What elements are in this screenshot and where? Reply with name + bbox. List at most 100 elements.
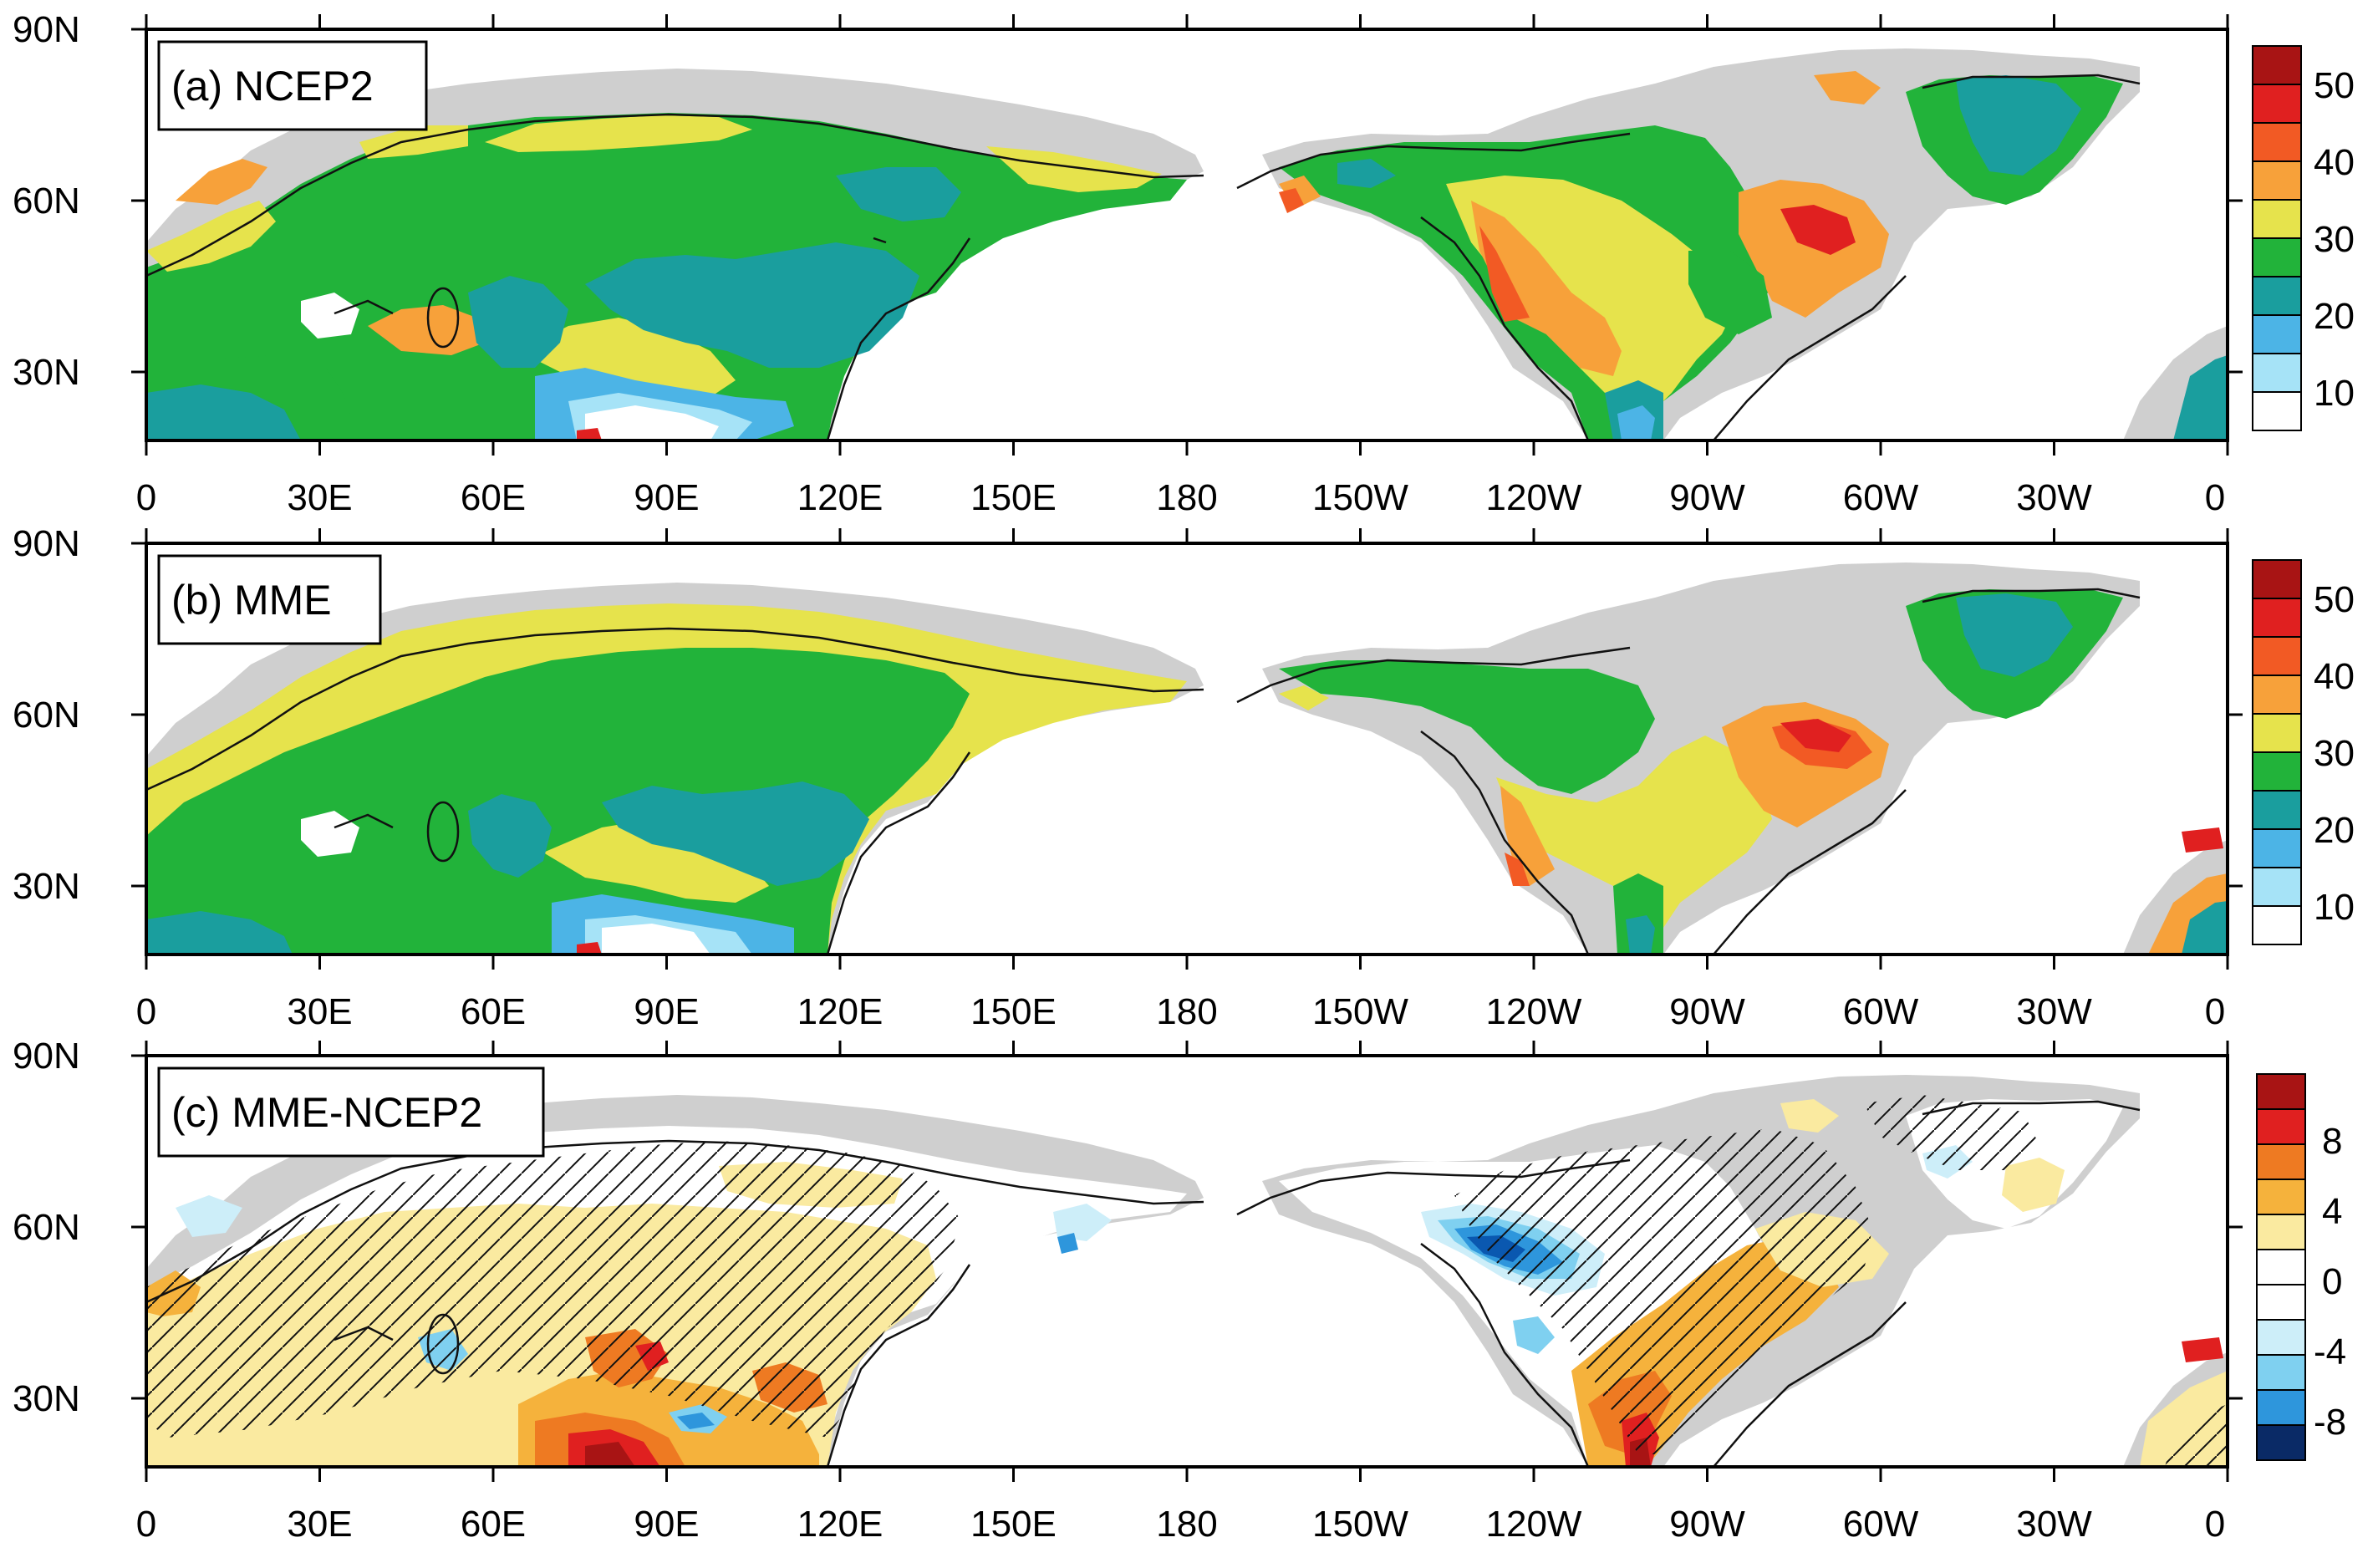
contour-teal-siberia [836,167,961,221]
panel-b-colorbar [2252,559,2302,945]
panel-b-colorbar-labels: 50 40 30 20 10 [2314,579,2355,928]
panel-a-yticks [131,28,2243,374]
contour-orange-america-west [1471,201,1622,376]
colorbar-label: 10 [2314,373,2355,414]
panel-a-colorbar-labels: 50 40 30 20 10 [2314,65,2355,414]
contour-red-labrador [1780,205,1856,255]
xtick-label: 0 [2205,477,2225,518]
panel-a-xticks [145,14,2229,456]
panel-a-ytick-90n: 90N [13,9,80,50]
panel-c-coastlines [146,1100,2141,1467]
colorbar-label: 40 [2314,142,2355,183]
contour-teal-kazakh [468,276,568,368]
xtick-label: 150E [970,1504,1057,1545]
panel-c-title: (c) MME-NCEP2 [171,1089,482,1136]
hatch-wafrica [2165,1404,2228,1467]
xtick-label: 90E [634,1504,699,1545]
panel-c-title-box [157,1067,545,1158]
contour-orange-europe [176,159,267,205]
xtick-label: 180 [1156,477,1217,518]
xtick-label: 90E [634,477,699,518]
colorbar-label: -8 [2314,1402,2346,1443]
contour-teal-greenland [1956,593,2073,677]
xtick-label: 0 [136,477,156,518]
colorbar-label: 30 [2314,733,2355,774]
colorbar-label: 4 [2322,1191,2342,1232]
panel-b-title-box [157,554,382,645]
contour-teal-wafrica [2173,355,2228,440]
panel-b-ytick-labels: 90N 60N 30N [13,523,80,907]
contour-teal-mexico [1626,915,1655,955]
diff-lightblue-europe [176,1195,242,1237]
hatch-greenland [1864,1095,2039,1170]
xtick-label: 30E [287,1504,352,1545]
colorbar-label: 20 [2314,296,2355,337]
contour-orange-alaska [1279,176,1321,209]
contour-red-iberia [2182,827,2223,853]
xtick-label: 90E [634,991,699,1032]
panel-b-map [146,563,2228,955]
panel-c-ytick-90n: 90N [13,1036,80,1077]
xtick-label: 90W [1669,1504,1745,1545]
panel-b-xtick-labels: 0 30E 60E 90E 120E 150E 180 150W 120W 90… [136,991,2225,1032]
contour-teal-canada [1337,159,1396,188]
xtick-label: 120W [1486,477,1582,518]
xtick-label: 30W [2016,1504,2092,1545]
contour-yellow-eurasia-north [485,115,752,152]
contour-teal-sahara [146,384,301,440]
xtick-label: 120E [797,1504,883,1545]
xtick-label: 30E [287,991,352,1032]
panel-c-ytick-60n: 60N [13,1207,80,1248]
diff-yellow-greenland [2002,1158,2065,1212]
contour-blue-mexico [1617,405,1655,440]
panel-a-title-box [157,40,428,131]
panel-a-colorbar [2252,45,2302,431]
panel-c-xtick-labels: 0 30E 60E 90E 120E 150E 180 150W 120W 90… [136,1504,2225,1545]
contour-teal-wafrica [2182,901,2228,955]
xtick-label: 90W [1669,477,1745,518]
contour-redorange-west [1505,853,1530,886]
hatch-america [1454,1128,1872,1454]
diff-blue2-alaska [1057,1233,1078,1254]
colorbar-label: 8 [2322,1121,2342,1162]
xtick-label: 150E [970,991,1057,1032]
contour-teal-central-asia [585,242,919,368]
panel-b-xticks [145,528,2229,970]
diff-lightblue-alaska [1053,1204,1112,1241]
diff-darkred-himalaya [585,1442,635,1467]
contour-redorange-alaska [1279,188,1304,213]
colorbar-label: 0 [2322,1261,2342,1302]
xtick-label: 150E [970,477,1057,518]
colorbar-label: -4 [2314,1331,2346,1372]
panel-b-ytick-90n: 90N [13,523,80,564]
xtick-label: 60E [461,1504,526,1545]
contour-yellow-america [1496,736,1772,928]
xtick-label: 150W [1312,477,1408,518]
diff-blue2-tibet [677,1413,715,1429]
xtick-label: 90W [1669,991,1745,1032]
panel-c-map [146,1075,2228,1467]
colorbar-label: 50 [2314,65,2355,106]
contour-redorange-america-west [1479,226,1530,322]
contour-white-tibet [585,405,719,440]
contour-green-canada [1279,660,1655,794]
contour-teal-greenland [1956,75,2081,176]
xtick-label: 0 [136,991,156,1032]
colorbar-label: 30 [2314,219,2355,260]
panel-c-colorbar [2256,1073,2306,1461]
panel-a-map [146,48,2228,440]
panel-c-ytick-30n: 30N [13,1378,80,1419]
xtick-label: 0 [2205,1504,2225,1545]
contour-orange-greenland-north [1814,71,1881,104]
colorbar-label: 20 [2314,810,2355,851]
xtick-label: 120W [1486,1504,1582,1545]
contour-yellow-alaska [1279,685,1329,710]
colorbar-label: 10 [2314,887,2355,928]
panel-a-ytick-60n: 60N [13,181,80,221]
xtick-label: 180 [1156,1504,1217,1545]
contour-white-mediterranean [301,811,359,857]
diff-yellow-arctic [1780,1099,1839,1133]
xtick-label: 30W [2016,477,2092,518]
xtick-label: 30W [2016,991,2092,1032]
hatch-eurasia [146,1141,961,1438]
